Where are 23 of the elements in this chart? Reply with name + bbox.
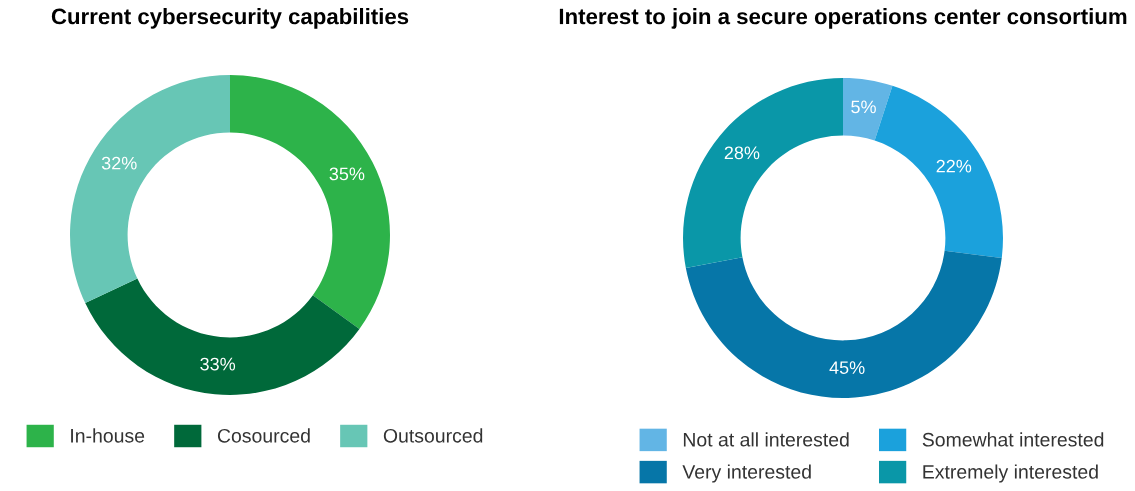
donut-slice	[874, 85, 1003, 259]
donut-slice	[85, 278, 360, 395]
data-label: 32%	[101, 156, 137, 170]
legend-label: Cosourced	[217, 428, 310, 443]
legend-label: Very interested	[682, 464, 811, 483]
legend-label: Extremely interested	[923, 464, 1098, 483]
data-label: 45%	[829, 361, 865, 374]
donut-slice	[685, 250, 1002, 398]
legend-label: Outsourced	[383, 428, 483, 443]
legend-label: Somewhat interested	[922, 432, 1104, 447]
donut-slice	[70, 75, 230, 304]
donut-slice	[683, 78, 843, 268]
data-label: 5%	[851, 100, 876, 114]
data-label: 22%	[936, 159, 972, 173]
donut-slice	[230, 75, 390, 330]
chart-title: Interest to join a secure operations center consortium	[559, 8, 1127, 29]
chart-title: Current cybersecurity capabilities	[51, 8, 409, 29]
data-label: 33%	[200, 357, 236, 371]
donut-slice	[843, 78, 893, 141]
legend-label: In-house	[71, 428, 145, 443]
data-label: 28%	[724, 146, 760, 160]
legend-label: Not at all interested	[683, 432, 849, 447]
data-label: 35%	[329, 167, 365, 181]
